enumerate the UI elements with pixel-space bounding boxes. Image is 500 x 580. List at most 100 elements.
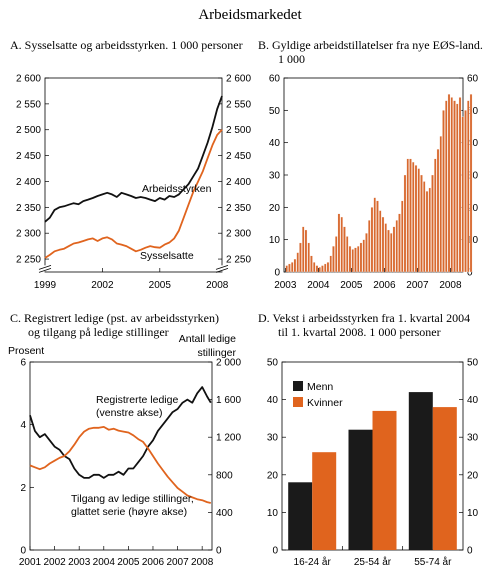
chart-b-bar <box>315 265 319 273</box>
chart-b-ytick-label-left: 20 <box>269 203 281 214</box>
chart-c-xtick-label: 2001 <box>19 557 42 568</box>
chart-a-ytick-label-left: 2 500 <box>16 125 41 136</box>
chart-b-bar <box>428 187 431 273</box>
panel-a-title: A. Sysselsatte og arbeidsstyrken. 1 000 … <box>10 38 243 52</box>
chart-a-ytick-label-right: 2 450 <box>226 151 251 162</box>
chart-a-series-arbeidsstyrken <box>44 95 223 223</box>
chart-b-bar <box>288 263 291 273</box>
chart-b-bar <box>373 197 376 273</box>
chart-d-xtick-label: 16-24 år <box>294 556 332 568</box>
chart-b-bar <box>450 97 453 273</box>
chart-b-bar <box>356 245 360 273</box>
chart-c-ledige: Prosent Antall ledige stillinger 6 4 2 0 2 000 1… <box>8 333 241 568</box>
chart-d-ytick-label-left: 10 <box>267 508 279 519</box>
chart-b-ytick-label-right: 30 <box>467 171 479 182</box>
chart-b-bar <box>412 161 415 273</box>
chart-b-ytick-label-left: 50 <box>269 106 281 117</box>
chart-b-bar <box>409 158 412 273</box>
chart-b-bar <box>310 255 313 273</box>
chart-d-vekst-arbeidsstyrken: 50 50 40 40 30 30 20 20 10 10 0 0 16-24 år 25-54 år 55… <box>267 358 479 569</box>
chart-a-series-sysselsatte <box>44 129 223 259</box>
chart-a-ytick-label-left: 2 600 <box>16 74 41 85</box>
chart-b-bar <box>436 148 440 273</box>
chart-d-bar-kvinner <box>432 407 457 550</box>
chart-d-xtick-label: 55-74 år <box>414 556 452 568</box>
chart-d-ytick-label-right: 20 <box>467 470 479 481</box>
chart-b-bar <box>354 247 357 273</box>
chart-b-bar <box>296 252 299 273</box>
chart-c-xtick-label: 2003 <box>68 557 91 568</box>
chart-c-series-registrerte-ledige <box>29 386 212 479</box>
chart-b-bar <box>285 265 288 273</box>
chart-b-ytick-label-left: 10 <box>269 235 281 246</box>
chart-a-xtick-label: 2008 <box>206 280 229 291</box>
chart-b-bar <box>403 174 407 273</box>
chart-b-ytick-label-left: 0 <box>274 268 280 279</box>
chart-b-bar <box>425 191 429 273</box>
chart-b-bar <box>362 239 365 273</box>
chart-b-ytick-label-right: 10 <box>467 235 479 246</box>
panel-c-title-line2: og tilgang på ledige stillinger <box>28 325 169 339</box>
chart-c-ytick-label-right: 800 <box>216 470 233 481</box>
chart-c-xtick-label: 2005 <box>117 557 140 568</box>
chart-a-axis-break-gap <box>39 265 51 272</box>
chart-b-bar <box>447 94 451 273</box>
chart-a-ytick-label-right: 2 500 <box>226 125 251 136</box>
chart-c-xtick-label: 2008 <box>191 557 214 568</box>
chart-b-bar <box>417 168 420 273</box>
chart-b-bar <box>420 174 423 273</box>
chart-b-bar <box>414 165 418 273</box>
chart-d-ytick-label-right: 40 <box>467 395 479 406</box>
chart-c-right-axis-label-line2: stillinger <box>197 347 236 359</box>
chart-d-bar-menn <box>288 482 313 550</box>
chart-c-xtick-label: 2002 <box>43 557 66 568</box>
chart-b-bar <box>439 136 442 273</box>
chart-b-ytick-label-right: 0 <box>467 268 473 279</box>
chart-b-bar <box>345 236 349 273</box>
chart-c-ytick-label-left: 4 <box>20 420 26 431</box>
chart-b-bar <box>392 226 396 273</box>
chart-b-bar <box>301 226 305 273</box>
chart-b-bar <box>307 242 310 273</box>
chart-a-xtick-label: 1999 <box>34 280 57 291</box>
chart-a-ytick-label-left: 2 350 <box>16 203 41 214</box>
chart-b-xtick-label: 2004 <box>307 280 330 291</box>
chart-c-ytick-label-left: 0 <box>20 546 26 557</box>
chart-b-bar <box>381 216 385 273</box>
chart-c-ytick-label-right: 400 <box>216 508 233 519</box>
chart-d-legend-label-kvinner: Kvinner <box>307 397 343 409</box>
chart-b-bar <box>453 100 456 273</box>
chart-a-axis-break <box>38 267 52 273</box>
chart-b-bar <box>390 233 393 273</box>
chart-d-bar-menn <box>348 429 373 550</box>
chart-c-label-stillinger-line2: glattet serie (høyre akse) <box>71 506 187 518</box>
chart-b-xtick-label: 2005 <box>340 280 363 291</box>
chart-d-legend-swatch-menn <box>293 381 303 391</box>
chart-b-bar <box>340 216 343 273</box>
chart-d-ytick-label-right: 30 <box>467 433 479 444</box>
chart-b-bar <box>304 229 308 273</box>
panel-c-title-line1: C. Registrert ledige (pst. av arbeidssty… <box>10 311 219 325</box>
chart-b-bar <box>323 263 327 273</box>
chart-b-bar <box>329 255 332 273</box>
chart-d-bar-kvinner <box>312 452 337 550</box>
chart-b-ytick-label-left: 60 <box>269 74 281 85</box>
chart-d-ytick-label-left: 0 <box>272 546 278 557</box>
chart-d-xtick-label: 25-54 år <box>354 556 392 568</box>
chart-c-series-ledige-stillinger <box>29 425 212 504</box>
chart-c-label-stillinger-line1: Tilgang av ledige stillinger, <box>71 493 194 505</box>
chart-b-bar <box>312 262 316 273</box>
chart-b-xtick-label: 2008 <box>439 280 462 291</box>
chart-c-right-axis-label-line1: Antall ledige <box>179 333 236 345</box>
chart-a-ytick-label-right: 2 550 <box>226 99 251 110</box>
chart-c-xtick-label: 2004 <box>93 557 116 568</box>
chart-c-label-ledige-line1: Registrerte ledige <box>96 394 178 406</box>
chart-b-bar <box>387 229 390 273</box>
chart-a-axis-break-gap <box>216 265 228 272</box>
chart-d-bar-kvinner <box>372 410 397 550</box>
chart-c-ytick-label-left: 2 <box>20 483 26 494</box>
chart-a-ytick-label-right: 2 400 <box>226 177 251 188</box>
chart-b-ytick-label-right: 20 <box>467 203 479 214</box>
chart-c-ytick-label-left: 6 <box>20 358 26 369</box>
